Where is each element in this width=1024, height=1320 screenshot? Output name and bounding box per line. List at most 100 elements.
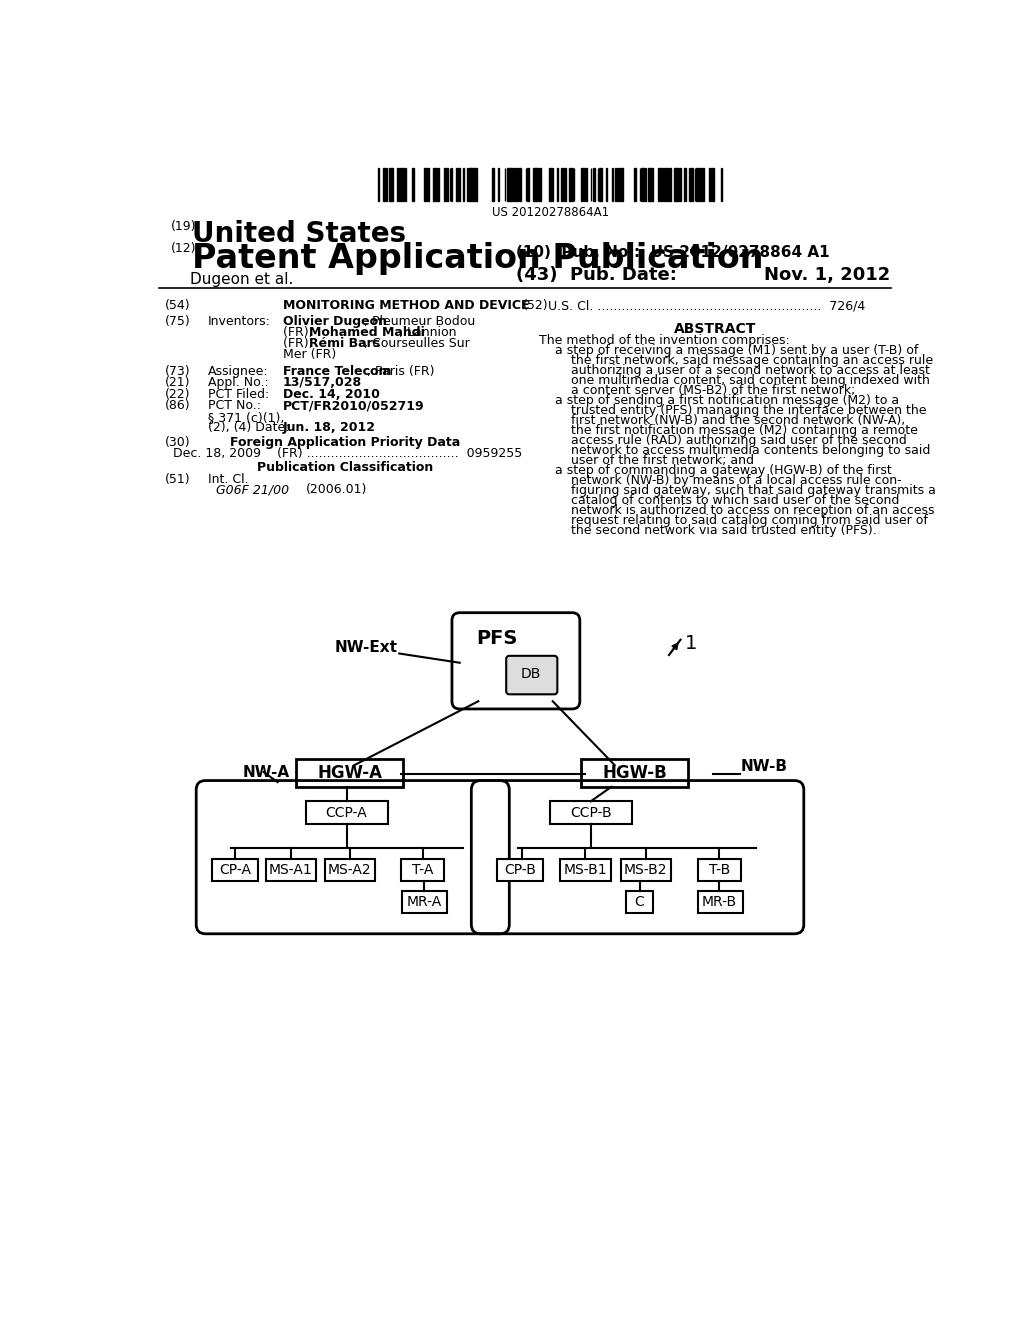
Bar bbox=[401, 891, 446, 913]
Text: § 371 (c)(1),: § 371 (c)(1), bbox=[208, 411, 285, 424]
Text: trusted entity (PFS) managing the interface between the: trusted entity (PFS) managing the interf… bbox=[539, 404, 927, 417]
Text: the first network, said message containing an access rule: the first network, said message containi… bbox=[539, 354, 933, 367]
Bar bbox=[645, 168, 646, 201]
Text: Patent Application Publication: Patent Application Publication bbox=[193, 242, 764, 275]
Bar bbox=[296, 759, 403, 787]
Text: Mohamed Mahdi: Mohamed Mahdi bbox=[309, 326, 425, 339]
Text: (19): (19) bbox=[171, 220, 197, 234]
Text: T-B: T-B bbox=[709, 863, 730, 876]
Text: MS-B2: MS-B2 bbox=[624, 863, 668, 876]
Text: Nov. 1, 2012: Nov. 1, 2012 bbox=[764, 267, 891, 284]
Text: NW-Ext: NW-Ext bbox=[335, 640, 397, 655]
Bar bbox=[679, 168, 681, 201]
Bar bbox=[611, 168, 613, 201]
Text: MR-B: MR-B bbox=[701, 895, 737, 909]
Text: MS-A2: MS-A2 bbox=[328, 863, 372, 876]
Bar bbox=[212, 859, 258, 880]
Text: Appl. No.:: Appl. No.: bbox=[208, 376, 268, 389]
FancyBboxPatch shape bbox=[506, 656, 557, 694]
Bar bbox=[557, 168, 558, 201]
Bar bbox=[660, 168, 662, 201]
Text: 13/517,028: 13/517,028 bbox=[283, 376, 362, 389]
Text: Dugeon et al.: Dugeon et al. bbox=[190, 272, 293, 288]
Text: U.S. Cl. ........................................................  726/4: U.S. Cl. ...............................… bbox=[548, 300, 865, 313]
Text: Int. Cl.: Int. Cl. bbox=[208, 473, 249, 486]
Bar bbox=[519, 168, 521, 201]
Bar bbox=[527, 168, 529, 201]
Text: (22): (22) bbox=[165, 388, 190, 401]
Text: Jun. 18, 2012: Jun. 18, 2012 bbox=[283, 421, 376, 434]
Bar bbox=[266, 859, 316, 880]
Text: catalog of contents to which said user of the second: catalog of contents to which said user o… bbox=[539, 494, 899, 507]
Bar bbox=[648, 168, 649, 201]
Bar bbox=[617, 168, 620, 201]
Bar bbox=[539, 168, 541, 201]
Bar bbox=[433, 168, 435, 201]
Text: PFS: PFS bbox=[476, 628, 517, 648]
Bar bbox=[697, 891, 742, 913]
Bar bbox=[641, 168, 643, 201]
Bar bbox=[675, 168, 677, 201]
Bar bbox=[509, 168, 512, 201]
Bar bbox=[563, 168, 566, 201]
Bar bbox=[560, 859, 611, 880]
Text: MR-A: MR-A bbox=[407, 895, 441, 909]
Text: (52): (52) bbox=[523, 300, 549, 313]
Text: PCT No.:: PCT No.: bbox=[208, 400, 261, 412]
Text: , Paris (FR): , Paris (FR) bbox=[367, 364, 434, 378]
Text: CCP-A: CCP-A bbox=[326, 807, 368, 820]
Bar bbox=[412, 168, 414, 201]
Bar bbox=[497, 859, 544, 880]
Bar bbox=[696, 168, 697, 201]
Text: , Courseulles Sur: , Courseulles Sur bbox=[365, 337, 470, 350]
Text: MS-B1: MS-B1 bbox=[563, 863, 607, 876]
Bar bbox=[513, 168, 515, 201]
Bar bbox=[437, 168, 438, 201]
Text: Dec. 18, 2009    (FR) ......................................  0959255: Dec. 18, 2009 (FR) .....................… bbox=[173, 447, 522, 461]
Bar bbox=[444, 168, 445, 201]
Bar bbox=[584, 168, 586, 201]
Text: Publication Classification: Publication Classification bbox=[257, 461, 433, 474]
Text: C: C bbox=[635, 895, 644, 909]
Text: (2006.01): (2006.01) bbox=[306, 483, 368, 496]
Bar bbox=[650, 168, 652, 201]
Text: network (NW-B) by means of a local access rule con-: network (NW-B) by means of a local acces… bbox=[539, 474, 901, 487]
Text: United States: United States bbox=[193, 220, 407, 248]
Bar bbox=[424, 168, 426, 201]
Bar bbox=[552, 168, 554, 201]
Text: the second network via said trusted entity (PFS).: the second network via said trusted enti… bbox=[539, 524, 877, 537]
Text: first network (NW-B) and the second network (NW-A),: first network (NW-B) and the second netw… bbox=[539, 414, 905, 428]
Text: authorizing a user of a second network to access at least: authorizing a user of a second network t… bbox=[539, 364, 930, 378]
Bar bbox=[493, 168, 494, 201]
Text: network to access multimedia contents belonging to said: network to access multimedia contents be… bbox=[539, 444, 930, 457]
Text: (2), (4) Date:: (2), (4) Date: bbox=[208, 421, 290, 434]
Bar bbox=[456, 168, 458, 201]
Text: T-A: T-A bbox=[412, 863, 433, 876]
Bar bbox=[397, 168, 398, 201]
Text: (73): (73) bbox=[165, 364, 190, 378]
Text: G06F 21/00: G06F 21/00 bbox=[216, 483, 289, 496]
Bar bbox=[549, 168, 551, 201]
Text: access rule (RAD) authorizing said user of the second: access rule (RAD) authorizing said user … bbox=[539, 434, 906, 447]
Text: (86): (86) bbox=[165, 400, 190, 412]
Bar bbox=[469, 168, 471, 201]
Bar bbox=[389, 168, 391, 201]
Bar bbox=[561, 168, 563, 201]
Bar bbox=[401, 168, 403, 201]
Text: DB: DB bbox=[521, 668, 542, 681]
Bar bbox=[507, 168, 509, 201]
Bar bbox=[669, 168, 671, 201]
Bar bbox=[684, 168, 686, 201]
Text: request relating to said catalog coming from said user of: request relating to said catalog coming … bbox=[539, 515, 928, 527]
Text: NW-A: NW-A bbox=[243, 764, 290, 780]
Text: 1: 1 bbox=[684, 634, 696, 653]
Text: , Lannion: , Lannion bbox=[399, 326, 457, 339]
Text: one multimedia content, said content being indexed with: one multimedia content, said content bei… bbox=[539, 374, 930, 387]
Text: (54): (54) bbox=[165, 300, 190, 313]
Bar bbox=[427, 168, 429, 201]
Text: CCP-B: CCP-B bbox=[570, 807, 611, 820]
Text: a step of commanding a gateway (HGW-B) of the first: a step of commanding a gateway (HGW-B) o… bbox=[539, 465, 892, 477]
Bar bbox=[534, 168, 536, 201]
Text: Olivier Dugeon: Olivier Dugeon bbox=[283, 315, 387, 329]
Text: a content server (MS-B2) of the first network;: a content server (MS-B2) of the first ne… bbox=[539, 384, 855, 397]
